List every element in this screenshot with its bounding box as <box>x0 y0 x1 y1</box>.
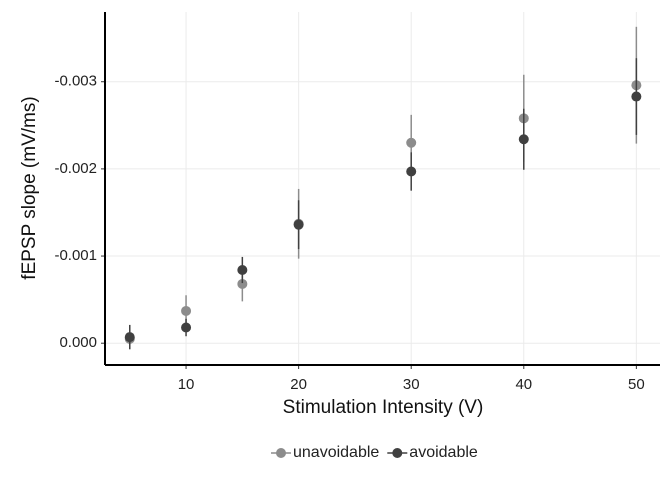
y-tick-label: -0.001 <box>54 247 97 264</box>
point <box>181 322 192 333</box>
point <box>406 137 417 148</box>
x-tick-label: 30 <box>403 376 420 393</box>
point <box>293 219 304 230</box>
legend-key <box>276 448 286 458</box>
legend-key <box>392 448 403 458</box>
x-tick-label: 20 <box>290 376 307 393</box>
x-axis-title: Stimulation Intensity (V) <box>283 397 484 418</box>
point <box>181 305 192 316</box>
y-axis-title: fEPSP slope (mV/ms) <box>19 96 40 279</box>
point <box>518 134 529 145</box>
legend-label: unavoidable <box>293 444 379 461</box>
point <box>124 332 135 343</box>
x-tick-label: 40 <box>515 376 532 393</box>
legend-label: avoidable <box>409 444 478 461</box>
point <box>631 91 642 102</box>
x-tick-label: 10 <box>178 376 195 393</box>
point <box>237 278 248 289</box>
point <box>237 264 248 275</box>
y-tick-label: -0.003 <box>54 73 97 90</box>
y-tick-label: 0.000 <box>59 334 97 351</box>
y-tick-label: -0.002 <box>54 160 97 177</box>
x-tick-label: 50 <box>628 376 645 393</box>
point <box>406 166 417 177</box>
